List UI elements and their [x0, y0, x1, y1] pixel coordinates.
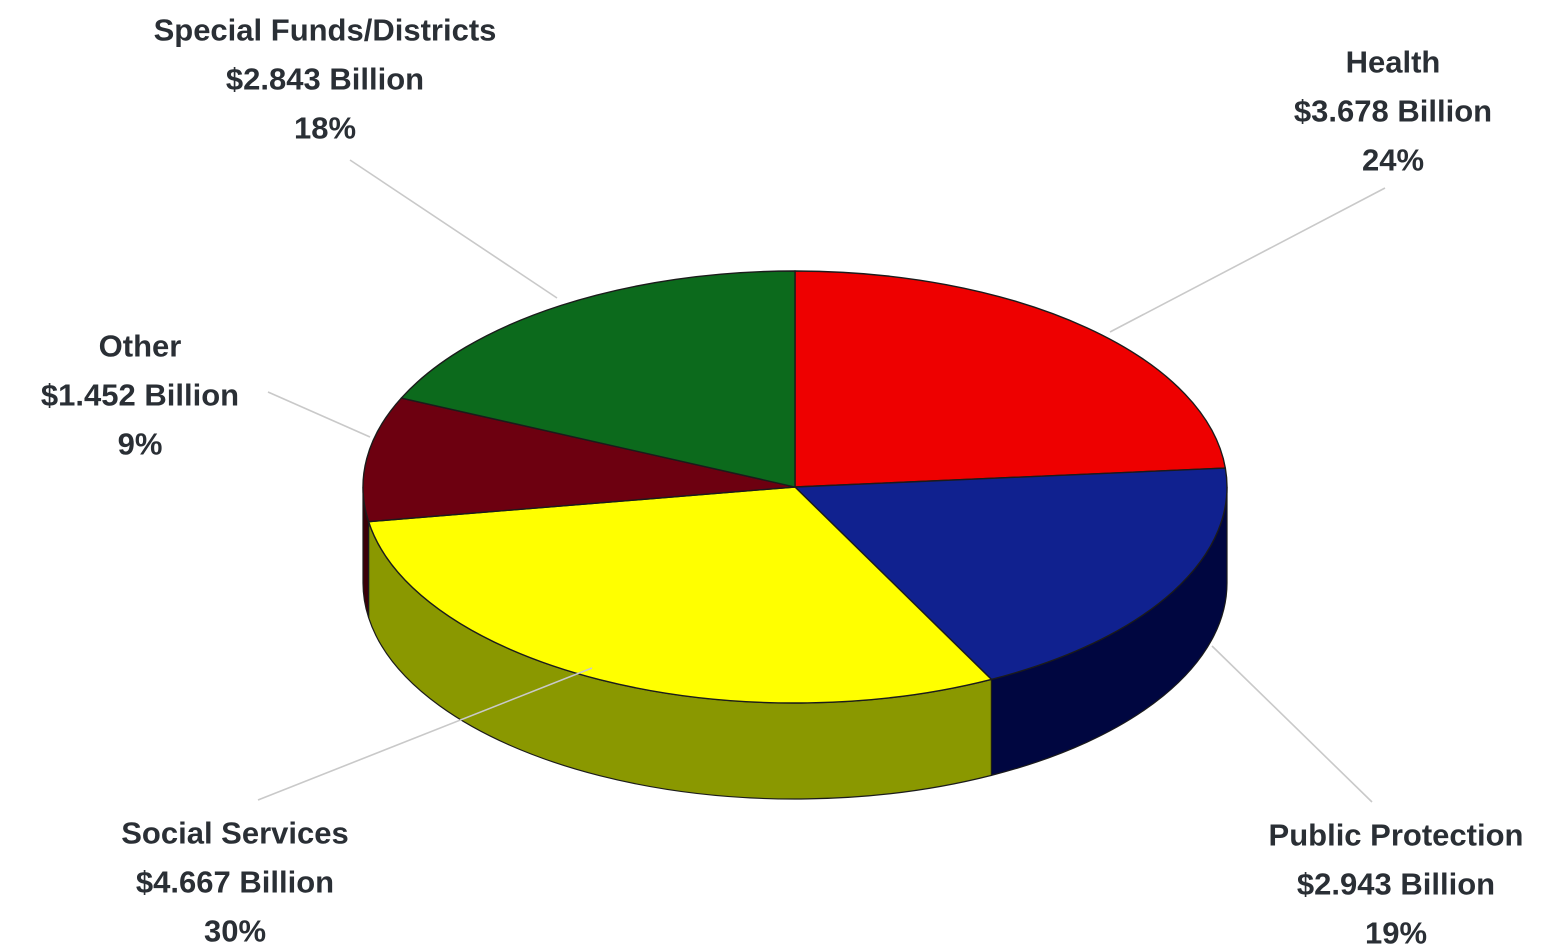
label-social-services: Social Services $4.667 Billion 30% — [121, 816, 349, 949]
label-special-funds-districts: Special Funds/Districts $2.843 Billion 18% — [154, 13, 497, 146]
label-percent-public-protection: 19% — [1365, 916, 1427, 949]
slice-health — [794, 270, 1227, 488]
label-name-social-services: Social Services — [121, 816, 349, 851]
leader-line-special-funds-districts — [349, 159, 558, 299]
slice-special-funds-districts — [400, 270, 796, 488]
label-percent-other: 9% — [118, 427, 163, 462]
label-name-special-funds-districts: Special Funds/Districts — [154, 13, 497, 48]
label-public-protection: Public Protection $2.943 Billion 19% — [1269, 818, 1524, 949]
label-value-health: $3.678 Billion — [1294, 94, 1492, 129]
label-value-social-services: $4.667 Billion — [136, 865, 334, 900]
slice-public-protection — [794, 467, 1228, 681]
label-percent-social-services: 30% — [204, 914, 266, 949]
label-health: Health $3.678 Billion 24% — [1294, 45, 1492, 178]
label-other: Other $1.452 Billion 9% — [41, 329, 239, 462]
label-name-other: Other — [99, 329, 182, 364]
label-value-special-funds-districts: $2.843 Billion — [226, 62, 424, 97]
label-percent-special-funds-districts: 18% — [294, 111, 356, 146]
label-percent-health: 24% — [1362, 143, 1424, 178]
pie-slices — [362, 270, 1228, 704]
leader-line-social-services — [257, 667, 593, 801]
slice-social-services — [367, 486, 993, 704]
leader-lines — [257, 159, 1386, 803]
label-name-public-protection: Public Protection — [1269, 818, 1524, 853]
label-value-other: $1.452 Billion — [41, 378, 239, 413]
slice-other — [362, 397, 796, 523]
leader-line-other — [267, 391, 371, 438]
leader-line-public-protection — [1211, 645, 1373, 803]
label-value-public-protection: $2.943 Billion — [1297, 867, 1495, 902]
label-name-health: Health — [1346, 45, 1441, 80]
leader-line-health — [1109, 187, 1386, 333]
slice-labels: Health $3.678 Billion 24% Public Protection… — [41, 13, 1524, 949]
